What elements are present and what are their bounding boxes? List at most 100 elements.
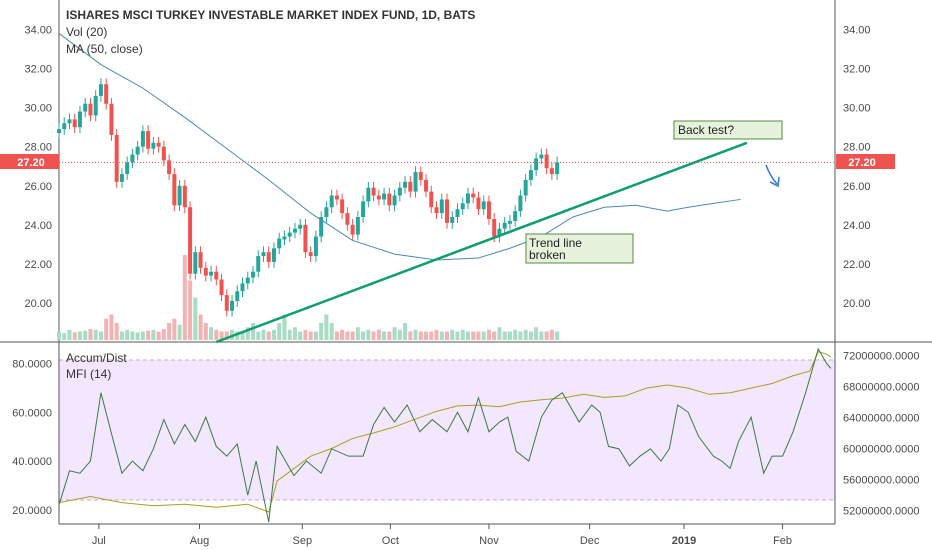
volume-bar [319, 323, 324, 340]
candle-body [555, 162, 560, 175]
volume-bar [83, 330, 88, 340]
mfi-tick: 80.0000 [12, 359, 52, 371]
volume-bar [282, 314, 287, 340]
down-arrow [765, 164, 778, 185]
candle-body [156, 142, 161, 147]
trend-broken-text-line1: Trend line [529, 236, 582, 250]
volume-bar [172, 318, 177, 340]
volume-bar [219, 331, 224, 340]
volume-bar [418, 331, 423, 340]
accdist-tick: 72000000.0000 [843, 351, 919, 363]
volume-bar [450, 329, 455, 340]
down-arrow-head [769, 176, 780, 188]
price-axis-right: 34.00 32.00 30.00 28.00 26.00 24.00 22.00 20.00 [843, 25, 871, 310]
volume-bar [266, 331, 271, 340]
candle-body [460, 203, 465, 210]
mfi-axis-left: 80.0000 60.0000 40.0000 20.0000 [12, 359, 52, 517]
mfi-tick: 20.0000 [12, 505, 52, 517]
candle-body [125, 162, 130, 175]
time-tick-label: 2019 [672, 535, 696, 547]
volume-bar [114, 323, 119, 340]
volume-bar [355, 327, 360, 340]
time-tick-label: Nov [479, 535, 499, 547]
volume-bar [350, 331, 355, 340]
back-test-note[interactable]: Back test? [673, 120, 783, 140]
price-tick-right: 22.00 [843, 259, 871, 271]
candle-body [203, 267, 208, 276]
volume-bar [77, 331, 82, 340]
volume-bar [214, 329, 219, 340]
time-tick-label: Dec [580, 535, 600, 547]
volume-bar [151, 329, 156, 340]
study-accdist: Accum/Dist [66, 351, 127, 365]
back-test-box [673, 120, 783, 140]
accdist-line [58, 351, 832, 513]
candle-body [392, 195, 397, 206]
candle-body [172, 174, 177, 206]
volume-bar [392, 327, 397, 340]
candle-body [476, 197, 481, 210]
volume-bar [424, 331, 429, 340]
accdist-tick: 60000000.0000 [843, 443, 919, 455]
study-mfi: MFI (14) [66, 367, 111, 381]
volume-bar [161, 328, 166, 340]
volume-bar [67, 329, 72, 340]
ma50-line [58, 33, 741, 261]
volume-bar [313, 331, 318, 340]
volume-bar [518, 331, 523, 340]
volume-bar [497, 327, 502, 340]
volume-bar [507, 331, 512, 340]
volume-bar [156, 331, 161, 340]
volume-bar [445, 331, 449, 340]
trend-broken-note[interactable]: Trend line broken [525, 233, 634, 264]
candle-body [219, 279, 224, 296]
candle-body [549, 168, 554, 175]
time-axis: Jul Aug Sep Oct Nov Dec 2019 Feb [92, 524, 792, 547]
volume-bar [209, 327, 214, 340]
back-test-text: Back test? [678, 123, 734, 137]
volume-bar [130, 331, 135, 340]
time-tick-label: Feb [773, 535, 792, 547]
volume-bar [397, 329, 402, 340]
volume-bar [93, 329, 98, 340]
trend-broken-text-line2: broken [529, 248, 566, 262]
candle-body [135, 146, 140, 155]
volume-bar [434, 329, 439, 340]
volume-bar [135, 332, 140, 340]
candle-body [240, 283, 245, 292]
study-vol: Vol (20) [66, 25, 107, 39]
candle-body [62, 123, 67, 130]
trend-broken-box [525, 233, 634, 264]
candle-body [130, 154, 135, 163]
candle-body [72, 119, 77, 128]
price-badge-left-bg [0, 154, 59, 169]
volume-bar [198, 314, 203, 340]
price-badge-right: 27.20 [836, 154, 895, 169]
volume-bar [125, 329, 130, 340]
candle-body [151, 142, 156, 149]
volume-bar [382, 331, 387, 340]
candle-body [350, 224, 355, 235]
candle-body [465, 193, 470, 204]
volume-bar [345, 331, 350, 340]
candle-body [334, 195, 339, 200]
candle-body [445, 199, 449, 223]
volume-bar [245, 327, 250, 340]
mfi-tick: 60.0000 [12, 407, 52, 419]
volume-bar [287, 329, 292, 340]
candle-body [340, 199, 345, 214]
candle-body [140, 131, 145, 147]
candle-body [382, 193, 387, 200]
price-badge-left-text: 27.20 [17, 157, 45, 169]
candle-body [292, 228, 297, 233]
candle-body [376, 195, 381, 200]
price-tick-right: 32.00 [843, 64, 871, 76]
volume-bar [261, 329, 266, 340]
candle-body [77, 111, 82, 128]
volume-bar [251, 323, 255, 340]
accdist-tick: 52000000.0000 [843, 505, 919, 517]
study-ma: MA (50, close) [66, 42, 143, 56]
volume-bar [549, 329, 554, 340]
volume-bar [72, 332, 77, 340]
